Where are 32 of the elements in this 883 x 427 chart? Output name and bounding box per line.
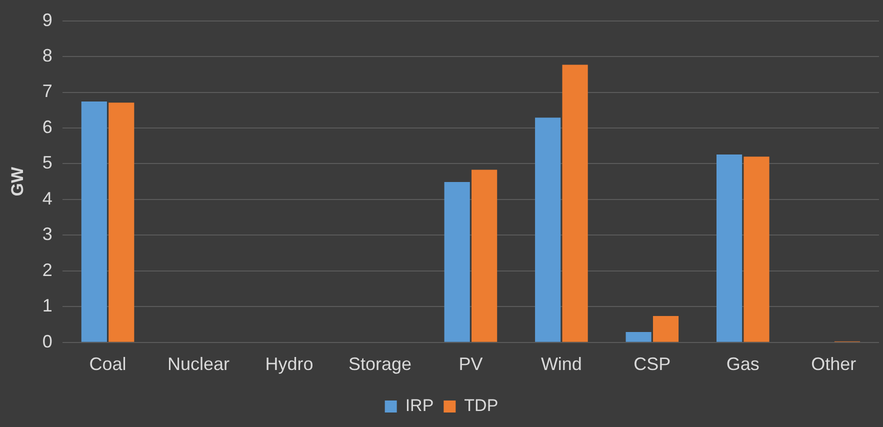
y-tick-label: 9 [42, 10, 52, 30]
x-tick-label: CSP [634, 354, 671, 374]
y-tick-label: 7 [42, 81, 52, 102]
bar [535, 118, 561, 342]
legend-label: IRP [405, 396, 434, 416]
y-tick-label: 6 [42, 116, 52, 137]
y-tick-label: 3 [42, 224, 52, 244]
bar [626, 332, 652, 342]
bar [81, 102, 107, 342]
bar [744, 156, 770, 342]
x-tick-label: Nuclear [167, 354, 230, 374]
x-tick-label: Coal [89, 354, 126, 374]
bar [652, 316, 679, 342]
bar [444, 182, 470, 342]
y-tick-label: 2 [42, 260, 52, 280]
y-axis-title: GW [8, 166, 27, 196]
bar [716, 154, 742, 342]
y-tick-label: 1 [42, 296, 52, 316]
y-tick-label: 5 [42, 152, 52, 173]
x-tick-label: Storage [348, 354, 412, 374]
bar [562, 64, 588, 342]
y-tick-label: 0 [42, 331, 52, 352]
x-tick-label: Other [811, 354, 856, 374]
legend-label: TDP [464, 396, 498, 416]
y-tick-label: 8 [42, 46, 52, 66]
bar [472, 170, 498, 342]
bar [108, 102, 134, 342]
y-tick-label: 4 [42, 188, 52, 208]
x-tick-label: Hydro [265, 354, 314, 374]
x-tick-label: PV [458, 354, 483, 374]
x-tick-label: Wind [540, 354, 582, 374]
x-tick-label: Gas [726, 354, 760, 374]
